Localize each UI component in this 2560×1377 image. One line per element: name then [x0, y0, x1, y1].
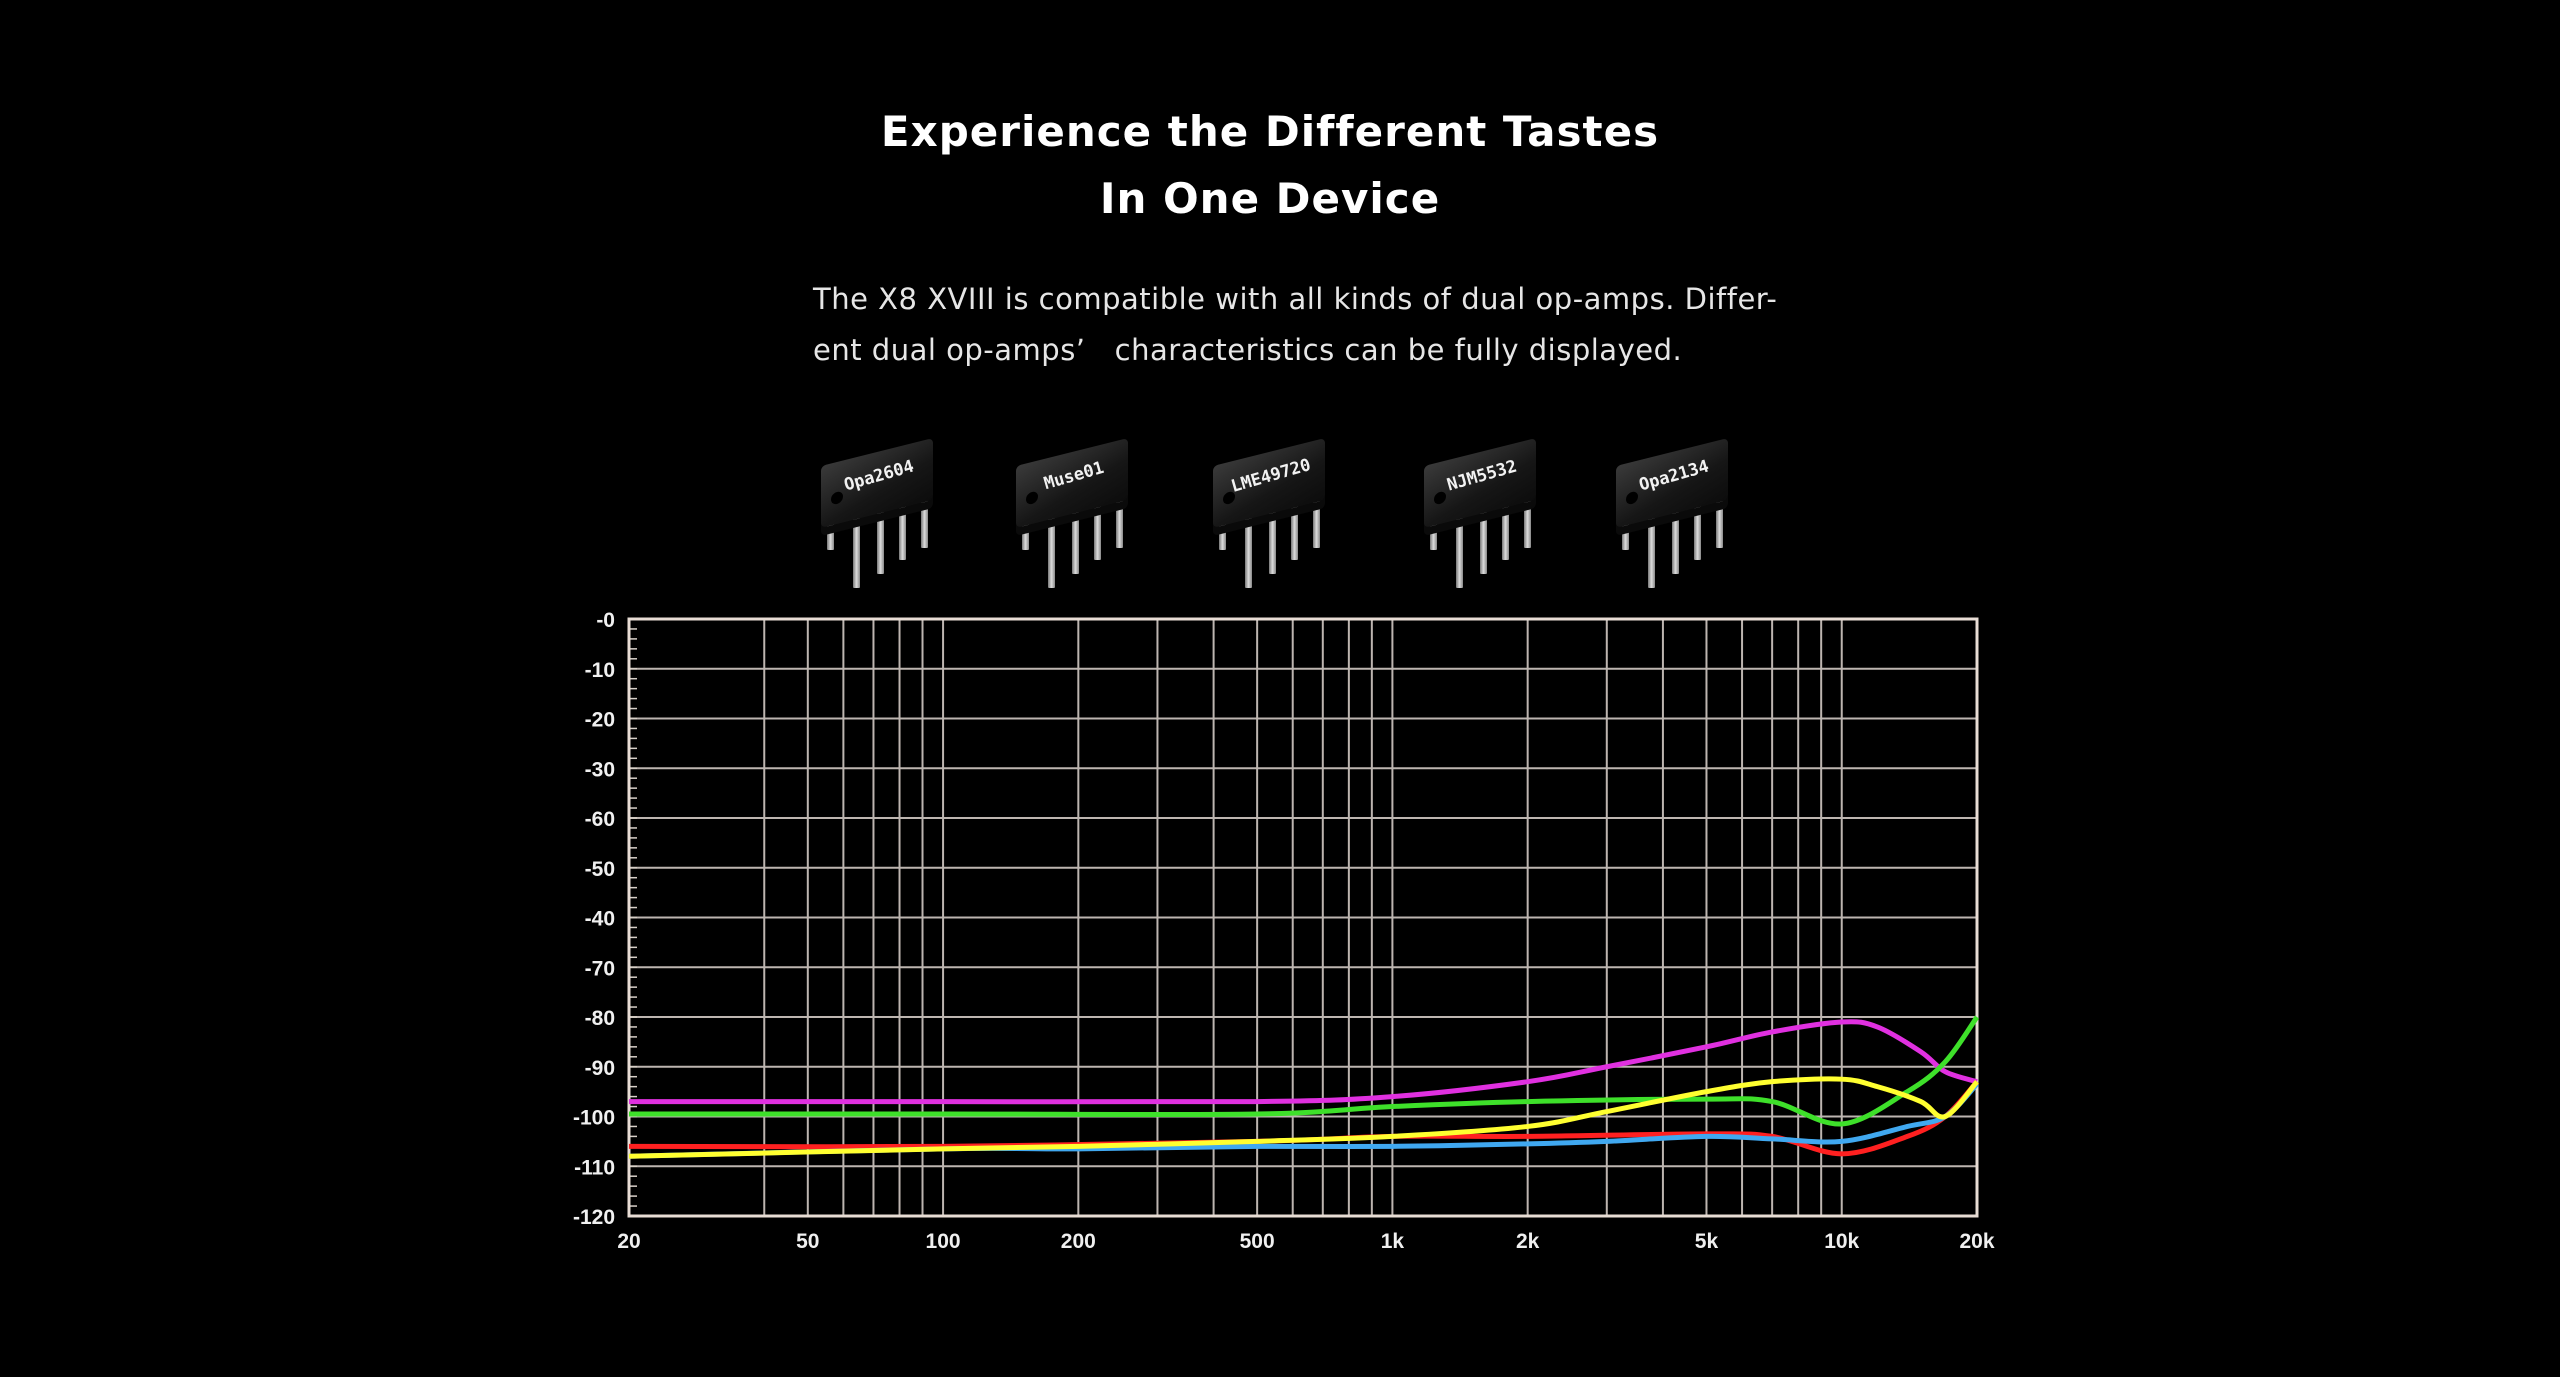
- series-line-green: [629, 1015, 1980, 1127]
- chip-pin: [1524, 492, 1531, 548]
- series-line-red: [628, 1079, 1979, 1157]
- x-tick-label: 20: [617, 1230, 640, 1253]
- x-tick-label: 20k: [1959, 1230, 1994, 1253]
- y-tick-label: -110: [574, 1156, 615, 1179]
- chip-pin: [1313, 492, 1320, 548]
- y-tick-label: -30: [585, 758, 615, 781]
- x-tick-label: 5k: [1695, 1230, 1719, 1253]
- x-tick-label: 2k: [1516, 1230, 1540, 1253]
- x-tick-label: 500: [1240, 1230, 1275, 1253]
- y-tick-label: -20: [585, 709, 615, 732]
- op-amp-chip: Opa2604: [813, 438, 943, 588]
- op-amp-chip: Muse01: [1008, 438, 1138, 588]
- title-line-1: Experience the Different Tastes: [880, 107, 1660, 156]
- chip-pin: [877, 504, 884, 574]
- op-amp-chip: Opa2134: [1608, 438, 1738, 588]
- chip-pin: [1245, 510, 1252, 588]
- chip-pin: [1648, 510, 1655, 588]
- x-tick-label: 10k: [1824, 1230, 1859, 1253]
- y-tick-label: -10: [585, 659, 615, 682]
- chip-pin: [1672, 504, 1679, 574]
- y-tick-label: -60: [585, 808, 615, 831]
- x-tick-label: 200: [1061, 1230, 1096, 1253]
- y-tick-label: -40: [585, 908, 615, 931]
- y-tick-label: -70: [585, 957, 615, 980]
- chip-pin: [1072, 504, 1079, 574]
- series-line-yellow: [628, 1076, 1979, 1159]
- chip-pin: [1291, 498, 1298, 560]
- op-amp-chip: LME49720: [1205, 438, 1335, 588]
- x-tick-label: 1k: [1381, 1230, 1405, 1253]
- y-tick-label: -90: [585, 1057, 615, 1080]
- op-amp-chip: NJM5532: [1416, 438, 1546, 588]
- description: The X8 XVIII is compatible with all kind…: [813, 274, 1778, 376]
- chip-pin: [1716, 492, 1723, 548]
- x-tick-label: 50: [796, 1230, 819, 1253]
- chip-pin: [1116, 492, 1123, 548]
- plot-frame: [627, 617, 1979, 1218]
- chip-pin: [1480, 504, 1487, 574]
- description-line-1: The X8 XVIII is compatible with all kind…: [813, 282, 1778, 316]
- y-tick-label: -0: [596, 609, 615, 632]
- chip-pin: [1269, 504, 1276, 574]
- x-tick-label: 100: [926, 1230, 961, 1253]
- chip-pin: [921, 492, 928, 548]
- chip-pin: [853, 510, 860, 588]
- chip-pin: [1502, 498, 1509, 560]
- description-line-2: ent dual op-amps’ characteristics can be…: [813, 333, 1683, 367]
- y-tick-label: -120: [573, 1206, 615, 1229]
- chip-pin: [899, 498, 906, 560]
- y-tick-label: -80: [585, 1007, 615, 1030]
- page-title: Experience the Different Tastes In One D…: [0, 98, 2540, 232]
- y-tick-label: -50: [585, 858, 615, 881]
- chip-pin: [1094, 498, 1101, 560]
- chip-pin: [1694, 498, 1701, 560]
- y-tick-label: -100: [573, 1107, 615, 1130]
- chip-pin: [1456, 510, 1463, 588]
- chip-pin: [1048, 510, 1055, 588]
- title-line-2: In One Device: [1099, 174, 1441, 223]
- series-line-magenta: [628, 1019, 1978, 1105]
